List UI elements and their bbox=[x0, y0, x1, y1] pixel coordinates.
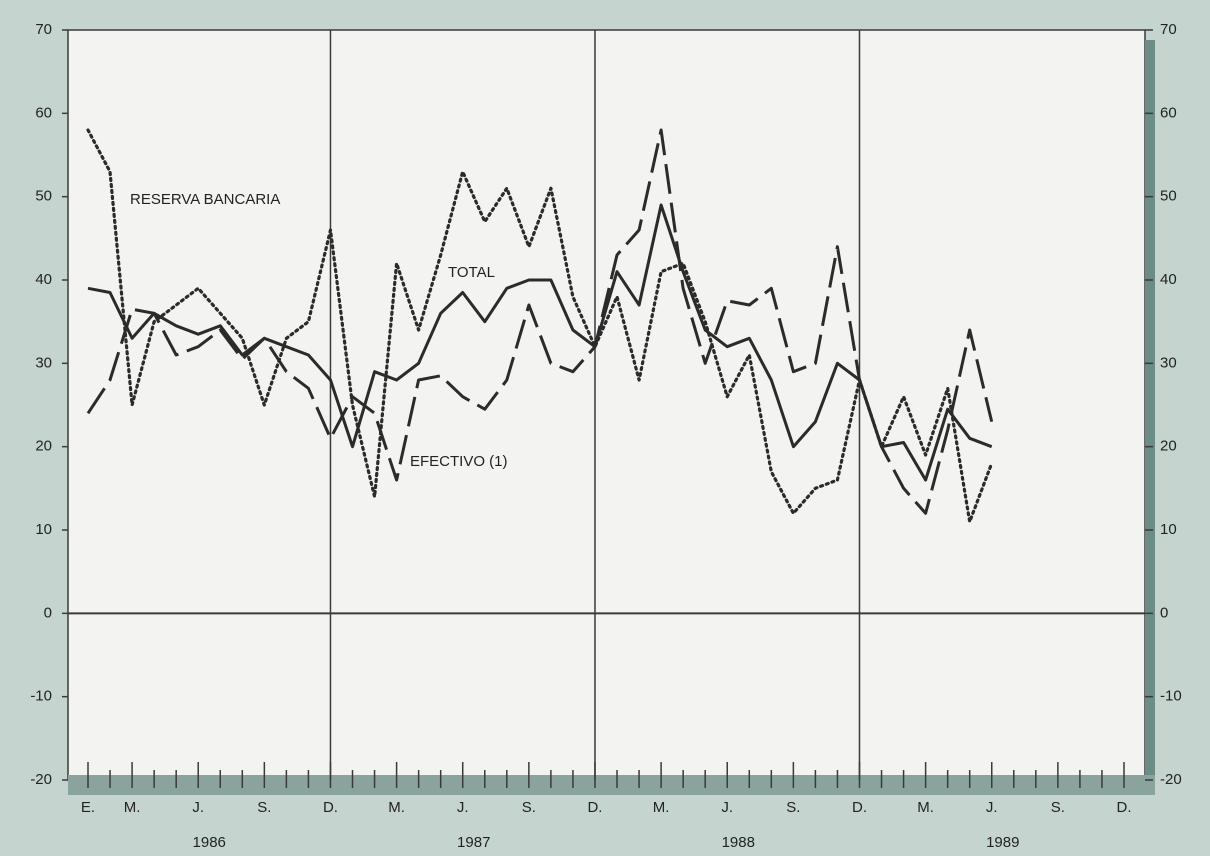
y-tick-label: -20 bbox=[30, 771, 52, 788]
x-tick-label: M. bbox=[388, 799, 405, 816]
x-tick-label: S. bbox=[257, 799, 271, 816]
series-line bbox=[86, 128, 994, 515]
series-label: RESERVA BANCARIA bbox=[130, 191, 280, 208]
y2-tick-label: -20 bbox=[1160, 771, 1182, 788]
y-tick-label: 10 bbox=[35, 521, 52, 538]
x-tick-label: D. bbox=[323, 799, 338, 816]
year-label: 1989 bbox=[986, 834, 1019, 851]
y-tick-label: 20 bbox=[35, 438, 52, 455]
series-label: EFECTIVO (1) bbox=[410, 453, 508, 470]
y-tick-label: 30 bbox=[35, 354, 52, 371]
y-tick-label: 40 bbox=[35, 271, 52, 288]
series-label: TOTAL bbox=[448, 264, 495, 281]
y2-tick-label: 20 bbox=[1160, 438, 1177, 455]
y2-tick-label: 10 bbox=[1160, 521, 1177, 538]
x-tick-label: S. bbox=[522, 799, 536, 816]
y-tick-label: -10 bbox=[30, 688, 52, 705]
y-tick-label: 0 bbox=[44, 604, 52, 621]
right-edge bbox=[1145, 40, 1155, 790]
series-line bbox=[87, 203, 993, 482]
series-line bbox=[86, 128, 994, 524]
x-tick-label: M. bbox=[917, 799, 934, 816]
x-tick-label: M. bbox=[653, 799, 670, 816]
plot-area bbox=[67, 29, 1146, 781]
y2-tick-label: -10 bbox=[1160, 688, 1182, 705]
x-tick-label: M. bbox=[124, 799, 141, 816]
x-tick-label: J. bbox=[721, 799, 733, 816]
y2-tick-label: 70 bbox=[1160, 21, 1177, 38]
y-tick-label: 60 bbox=[35, 104, 52, 121]
x-tick-label: D. bbox=[852, 799, 867, 816]
y-tick-label: 50 bbox=[35, 188, 52, 205]
x-tick-label: J. bbox=[192, 799, 204, 816]
y2-tick-label: 30 bbox=[1160, 354, 1177, 371]
x-tick-label: S. bbox=[1051, 799, 1065, 816]
bottom-band bbox=[68, 775, 1155, 795]
x-tick-label: D. bbox=[587, 799, 602, 816]
y-tick-label: 70 bbox=[35, 21, 52, 38]
y2-tick-label: 0 bbox=[1160, 604, 1168, 621]
year-label: 1988 bbox=[722, 834, 755, 851]
x-tick-label: D. bbox=[1117, 799, 1132, 816]
x-tick-label: S. bbox=[786, 799, 800, 816]
x-tick-label: J. bbox=[457, 799, 469, 816]
year-label: 1987 bbox=[457, 834, 490, 851]
y2-tick-label: 50 bbox=[1160, 188, 1177, 205]
year-label: 1986 bbox=[193, 834, 226, 851]
y2-tick-label: 40 bbox=[1160, 271, 1177, 288]
y2-tick-label: 60 bbox=[1160, 104, 1177, 121]
x-tick-label: J. bbox=[986, 799, 998, 816]
x-tick-label: E. bbox=[81, 799, 95, 816]
